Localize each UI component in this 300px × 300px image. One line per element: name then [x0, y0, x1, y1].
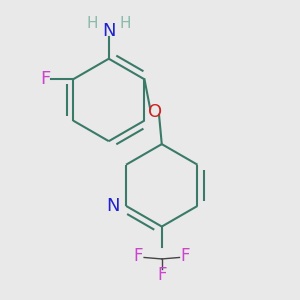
Text: H: H [87, 16, 98, 31]
Text: H: H [119, 16, 131, 31]
Text: N: N [102, 22, 116, 40]
Text: F: F [134, 247, 143, 265]
Text: F: F [40, 70, 50, 88]
Text: O: O [148, 103, 162, 121]
Text: N: N [107, 197, 120, 215]
Text: F: F [157, 266, 166, 284]
Text: F: F [181, 247, 190, 265]
